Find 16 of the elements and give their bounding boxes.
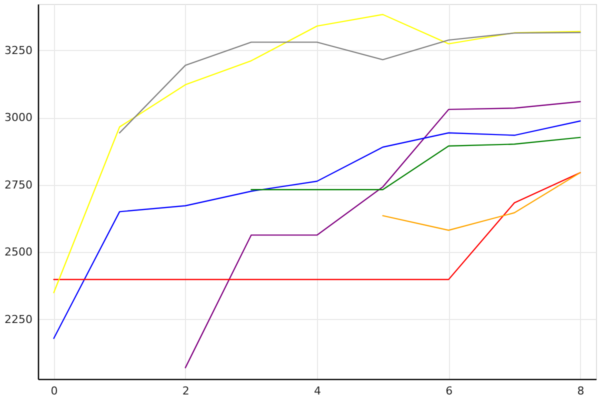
line-series <box>382 172 581 231</box>
line-series <box>118 32 581 134</box>
line-series <box>53 14 581 294</box>
x-tick-label: 6 <box>446 384 453 398</box>
y-tick-label: 3000 <box>4 111 32 124</box>
y-tick-label: 2500 <box>4 246 32 259</box>
y-tick-label: 3250 <box>4 44 32 57</box>
x-tick-label: 8 <box>577 384 584 398</box>
line-series <box>53 120 581 339</box>
x-tick-label: 0 <box>50 384 58 398</box>
line-series <box>184 101 581 368</box>
x-tick-label: 4 <box>314 384 321 398</box>
y-tick-label: 2250 <box>4 312 32 326</box>
line-series <box>250 136 581 190</box>
y-tick-label: 2750 <box>4 178 32 192</box>
x-tick-label: 2 <box>182 384 190 398</box>
